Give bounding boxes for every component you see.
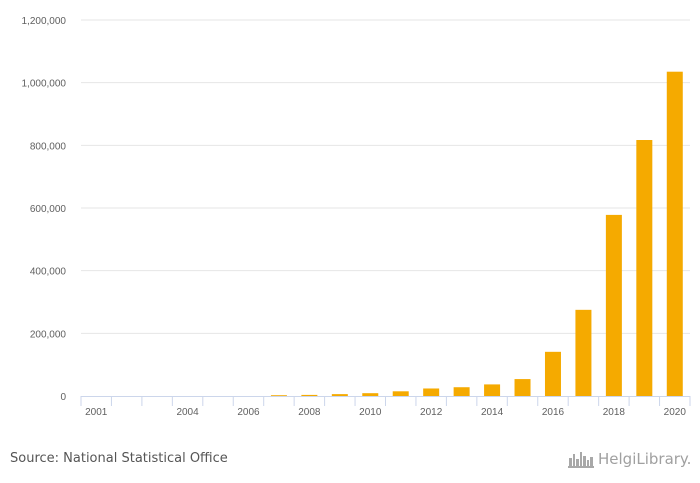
bar-2010[interactable] bbox=[362, 393, 379, 396]
bar-2017[interactable] bbox=[575, 309, 592, 396]
helgi-library-logo[interactable]: HelgiLibrary. bbox=[568, 450, 691, 468]
source-note: Source: National Statistical Office bbox=[10, 451, 228, 466]
bar-2020[interactable] bbox=[666, 71, 683, 396]
x-tick-label: 2014 bbox=[481, 407, 504, 418]
x-tick-label: 2020 bbox=[664, 407, 687, 418]
x-tick-label: 2016 bbox=[542, 407, 565, 418]
y-axis-labels: 0 200,000 400,000 600,000 800,000 1,000,000 1,… bbox=[22, 16, 67, 403]
bars bbox=[270, 71, 683, 397]
bar-2011[interactable] bbox=[392, 391, 409, 396]
x-axis-ticks bbox=[80, 396, 691, 406]
x-tick-label: 2018 bbox=[603, 407, 626, 418]
city-skyline-icon bbox=[568, 452, 594, 468]
y-tick-label: 600,000 bbox=[30, 204, 67, 215]
y-tick-label: 800,000 bbox=[30, 141, 67, 152]
x-axis-labels: 2001 2004 2006 2008 2010 2012 2014 2016 2018 2020 bbox=[85, 407, 686, 418]
bar-2015[interactable] bbox=[514, 379, 531, 396]
logo-text: HelgiLibrary. bbox=[598, 450, 692, 468]
y-tick-label: 1,200,000 bbox=[22, 16, 67, 27]
bar-chart: 0 200,000 400,000 600,000 800,000 1,000,000 1,… bbox=[22, 16, 691, 418]
bar-2009[interactable] bbox=[331, 394, 348, 396]
bar-2012[interactable] bbox=[423, 388, 440, 396]
x-tick-label: 2008 bbox=[298, 407, 321, 418]
x-tick-label: 2001 bbox=[85, 407, 108, 418]
x-tick-label: 2012 bbox=[420, 407, 443, 418]
y-tick-label: 200,000 bbox=[30, 329, 67, 340]
bar-2008[interactable] bbox=[301, 394, 318, 396]
x-tick-label: 2010 bbox=[359, 407, 382, 418]
y-tick-label: 1,000,000 bbox=[22, 79, 67, 90]
bar-2018[interactable] bbox=[605, 214, 622, 396]
x-tick-label: 2006 bbox=[237, 407, 260, 418]
x-tick-label: 2004 bbox=[176, 407, 199, 418]
bar-2016[interactable] bbox=[544, 351, 561, 396]
y-tick-label: 0 bbox=[60, 392, 66, 403]
bar-2013[interactable] bbox=[453, 387, 470, 396]
y-tick-label: 400,000 bbox=[30, 267, 67, 278]
bar-2007[interactable] bbox=[270, 395, 287, 397]
bar-2014[interactable] bbox=[484, 384, 501, 396]
bar-2019[interactable] bbox=[636, 140, 653, 396]
gridlines bbox=[81, 19, 690, 334]
